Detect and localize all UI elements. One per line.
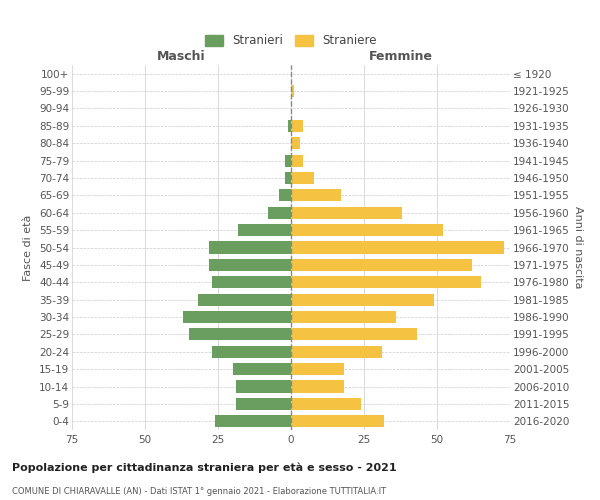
Bar bbox=[291, 276, 481, 288]
Bar bbox=[291, 415, 385, 428]
Bar bbox=[291, 328, 416, 340]
Y-axis label: Fasce di età: Fasce di età bbox=[23, 214, 34, 280]
Bar bbox=[291, 346, 382, 358]
Bar bbox=[291, 294, 434, 306]
Bar bbox=[236, 380, 291, 392]
Bar bbox=[291, 154, 302, 166]
Bar bbox=[197, 294, 291, 306]
Bar bbox=[291, 380, 344, 392]
Bar bbox=[291, 242, 504, 254]
Bar bbox=[183, 311, 291, 323]
Bar bbox=[285, 154, 291, 166]
Bar bbox=[209, 242, 291, 254]
Text: Femmine: Femmine bbox=[368, 50, 433, 64]
Bar bbox=[291, 120, 302, 132]
Bar bbox=[291, 311, 396, 323]
Bar bbox=[291, 206, 402, 219]
Text: Popolazione per cittadinanza straniera per età e sesso - 2021: Popolazione per cittadinanza straniera p… bbox=[12, 462, 397, 473]
Bar bbox=[215, 415, 291, 428]
Bar bbox=[291, 137, 300, 149]
Text: Maschi: Maschi bbox=[157, 50, 206, 64]
Bar bbox=[209, 259, 291, 271]
Bar bbox=[236, 398, 291, 410]
Bar bbox=[280, 190, 291, 202]
Bar bbox=[291, 398, 361, 410]
Bar bbox=[212, 346, 291, 358]
Bar bbox=[291, 224, 443, 236]
Legend: Stranieri, Straniere: Stranieri, Straniere bbox=[205, 34, 377, 48]
Bar bbox=[288, 120, 291, 132]
Bar bbox=[291, 85, 294, 97]
Bar bbox=[291, 259, 472, 271]
Text: COMUNE DI CHIARAVALLE (AN) - Dati ISTAT 1° gennaio 2021 - Elaborazione TUTTITALI: COMUNE DI CHIARAVALLE (AN) - Dati ISTAT … bbox=[12, 488, 386, 496]
Bar bbox=[285, 172, 291, 184]
Bar bbox=[291, 190, 341, 202]
Bar bbox=[291, 363, 344, 375]
Bar bbox=[291, 172, 314, 184]
Bar bbox=[212, 276, 291, 288]
Bar bbox=[268, 206, 291, 219]
Bar bbox=[233, 363, 291, 375]
Y-axis label: Anni di nascita: Anni di nascita bbox=[574, 206, 583, 289]
Bar bbox=[189, 328, 291, 340]
Bar bbox=[238, 224, 291, 236]
